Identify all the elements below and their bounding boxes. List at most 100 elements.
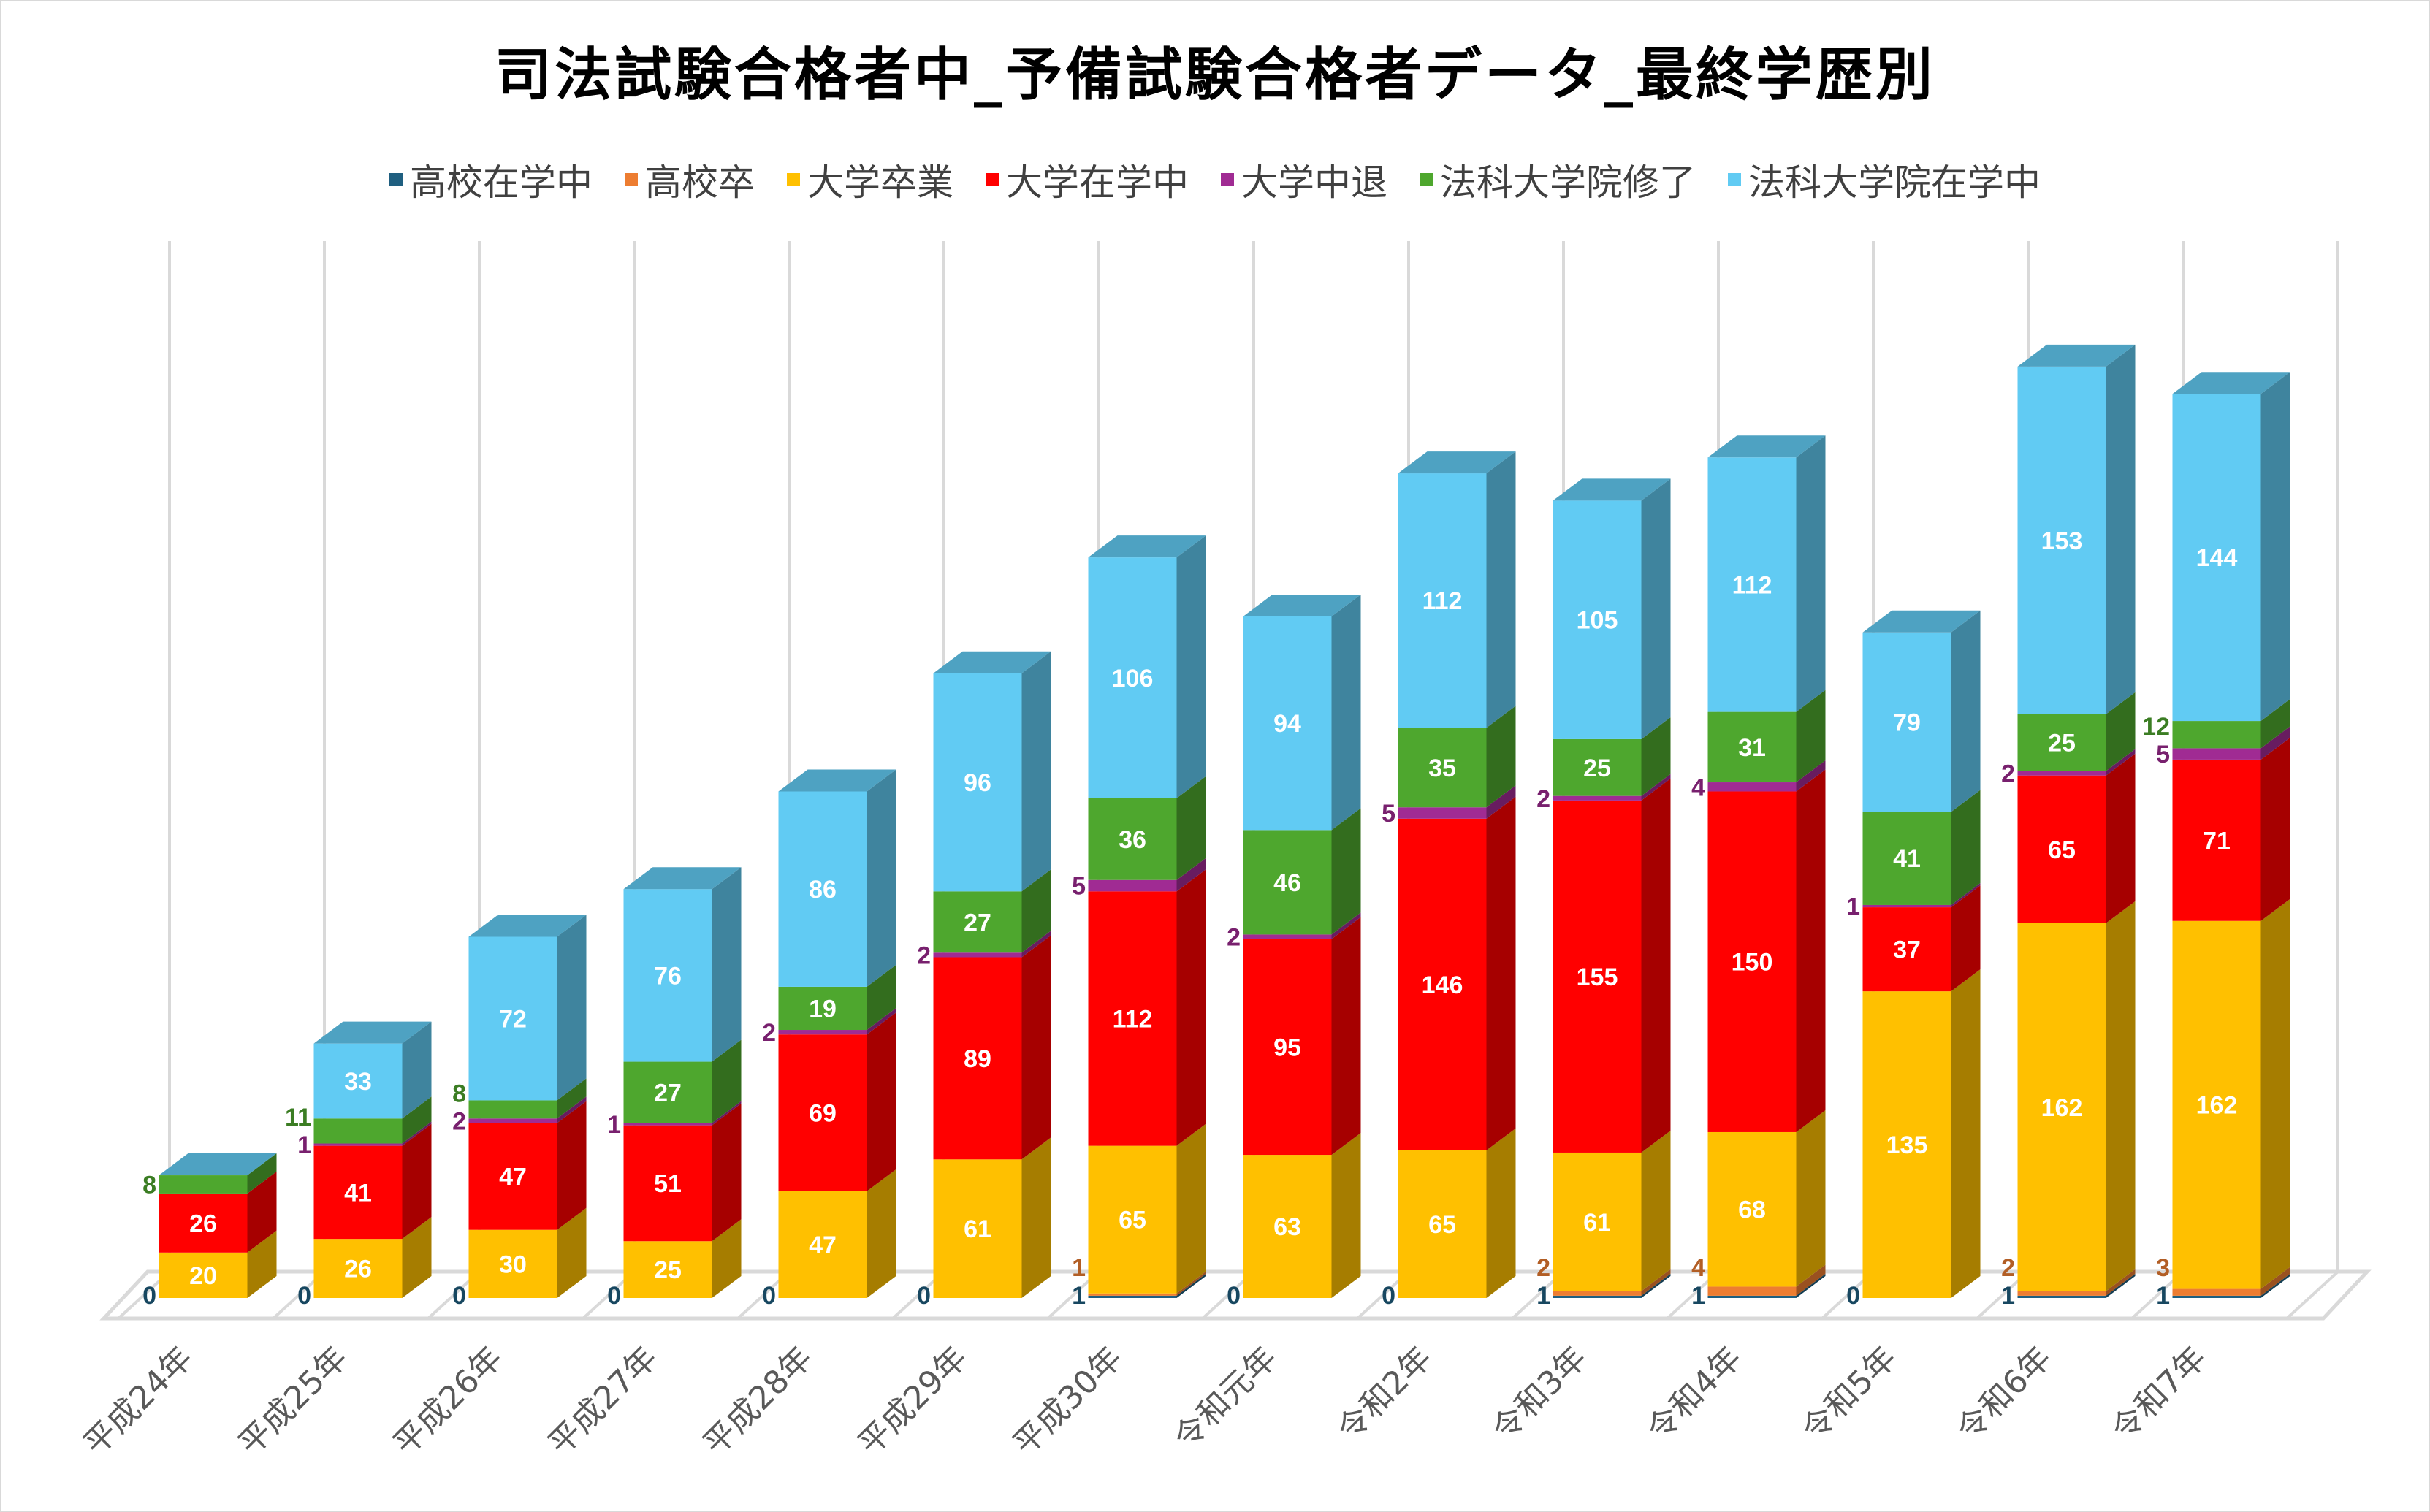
legend-item: 法科大学院在学中: [1728, 153, 2041, 206]
x-tick-label: 平成30年: [1006, 1340, 1130, 1463]
data-label: 4: [1691, 1254, 1705, 1282]
bar-segment: [1862, 904, 1951, 908]
data-label: 1: [2001, 1282, 2015, 1310]
bar-segment: [1398, 1150, 1487, 1298]
bar-segment: [2172, 1295, 2261, 1298]
bar-segment-side: [2106, 753, 2136, 923]
data-label: 162: [2196, 1092, 2238, 1120]
bar-segment-side: [1796, 1110, 1826, 1287]
bar-segment-side: [2106, 344, 2136, 714]
data-label: 2: [1536, 785, 1550, 813]
bar-segment-side: [1176, 535, 1206, 798]
bar-segment-side: [557, 1207, 587, 1298]
bar-segment: [313, 1043, 403, 1119]
data-label: 12: [2142, 713, 2170, 741]
bar-segment-side: [1021, 651, 1051, 892]
bar-segment: [313, 1145, 403, 1240]
data-label: 0: [762, 1282, 776, 1310]
x-tick-label: 令和5年: [1795, 1340, 1904, 1448]
data-label: 1: [297, 1131, 311, 1159]
bar-segment-side: [1796, 769, 1826, 1132]
bar-segment-side: [1641, 778, 1671, 1153]
data-label: 79: [1893, 709, 1921, 737]
legend-swatch: [787, 173, 800, 186]
bar-segment-side: [1951, 610, 1981, 812]
bar-segment: [1707, 782, 1797, 792]
data-label: 26: [189, 1210, 217, 1237]
data-label: 112: [1113, 1005, 1153, 1033]
data-label: 2: [762, 1019, 776, 1047]
bar-segment: [778, 791, 867, 987]
data-label: 86: [809, 876, 837, 904]
bar-segment: [159, 1175, 248, 1194]
bar-segment-side: [867, 1008, 896, 1035]
bar-segment-side: [712, 1219, 742, 1298]
data-label: 33: [344, 1068, 372, 1096]
data-label: 25: [1583, 755, 1611, 782]
bar-segment: [623, 1125, 712, 1242]
bar-segment-side: [1331, 1133, 1361, 1298]
bar-segment: [1243, 934, 1332, 939]
legend-label: 高校在学中: [410, 161, 593, 204]
data-label: 105: [1577, 607, 1618, 635]
data-label: 65: [1428, 1211, 1456, 1239]
bar-segment: [933, 1159, 1022, 1298]
bar-segment-side: [247, 1230, 277, 1298]
data-label: 135: [1886, 1131, 1928, 1159]
bar-top: [933, 651, 1051, 673]
bar-segment-side: [2260, 737, 2290, 921]
legend-swatch: [1728, 173, 1741, 186]
data-label: 76: [654, 962, 682, 990]
bar-segment: [933, 957, 1022, 1160]
bar-segment-side: [1796, 435, 1826, 712]
bar-segment: [1553, 1295, 1642, 1298]
bar-segment-side: [2260, 699, 2290, 749]
bar-segment: [1707, 711, 1797, 783]
data-label: 112: [1422, 587, 1463, 615]
bar-segment: [623, 1123, 712, 1126]
x-tick-label: 平成25年: [232, 1340, 355, 1463]
bar-top: [2017, 344, 2136, 367]
data-label: 162: [2041, 1094, 2083, 1122]
legend-swatch: [389, 173, 403, 186]
data-label: 2: [2001, 1254, 2015, 1282]
data-label: 0: [1846, 1282, 1860, 1310]
bar-segment-side: [1951, 790, 1981, 905]
legend-item: 高校在学中: [389, 153, 593, 206]
bar-segment: [778, 1034, 867, 1191]
bar-segment: [1398, 473, 1487, 728]
bar-segment-side: [2106, 1273, 2136, 1298]
bar-segment-side: [1641, 1130, 1671, 1291]
bar-top: [778, 769, 896, 792]
bar-segment-side: [1486, 785, 1516, 819]
x-tick-label: 平成29年: [851, 1340, 975, 1463]
bar-segment-side: [867, 1012, 896, 1191]
bar-segment: [159, 1252, 248, 1298]
bar-segment: [1707, 457, 1797, 712]
bar-segment-side: [1951, 882, 1981, 908]
bar-segment-side: [1796, 690, 1826, 783]
data-label: 1: [1072, 1282, 1086, 1310]
data-label: 25: [2048, 730, 2076, 757]
data-label: 112: [1732, 571, 1772, 599]
bar-segment: [313, 1143, 403, 1146]
data-label: 61: [964, 1215, 991, 1243]
bar-segment: [1707, 1286, 1797, 1296]
bar-segment: [2017, 923, 2106, 1291]
bar-segment: [468, 1229, 557, 1298]
bar-segment-side: [402, 1123, 432, 1240]
bar-segment-side: [2106, 692, 2136, 771]
bar-segment-side: [247, 1171, 277, 1253]
bar-segment-side: [1331, 808, 1361, 935]
bar-top: [1243, 595, 1361, 616]
legend-item: 大学卒業: [787, 153, 953, 206]
bar-segment-side: [712, 1039, 742, 1123]
data-label: 1: [2156, 1282, 2170, 1310]
bar-segment: [1707, 1295, 1797, 1298]
bar-segment: [2172, 721, 2261, 749]
x-tick-label: 令和6年: [1950, 1340, 2059, 1448]
data-label: 31: [1738, 734, 1766, 762]
legend-item: 大学在学中: [986, 153, 1189, 206]
data-label: 19: [809, 995, 837, 1023]
bar-segment-side: [1641, 478, 1671, 739]
